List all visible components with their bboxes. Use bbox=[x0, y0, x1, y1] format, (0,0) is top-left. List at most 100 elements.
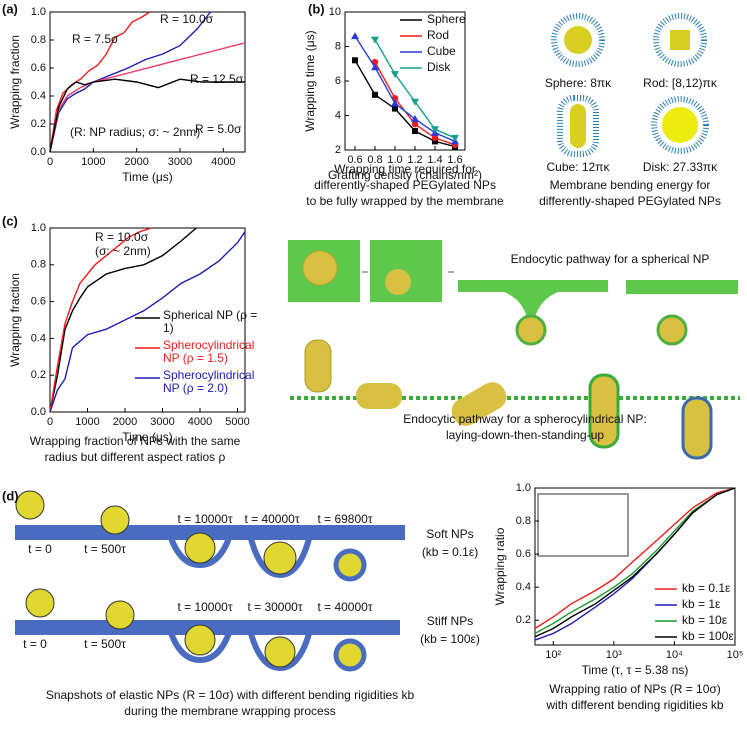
y-tick-label: 0.6 bbox=[516, 548, 531, 560]
y-tick-label: 0.4 bbox=[31, 90, 46, 102]
series-line bbox=[49, 42, 246, 153]
plot-frame bbox=[534, 487, 736, 646]
legend-label: Disk bbox=[427, 60, 451, 74]
marker bbox=[431, 126, 439, 134]
series-line bbox=[354, 59, 456, 148]
caption: Wrapping fraction of NPs with the same bbox=[30, 434, 241, 448]
y-tick-label: 0.2 bbox=[516, 614, 531, 626]
x-tick-label: 1.4 bbox=[427, 154, 442, 166]
image-title: Endocytic pathway for a spherocylindrica… bbox=[403, 412, 646, 426]
legend-label: kb = 1ε bbox=[682, 597, 721, 611]
series-line bbox=[534, 487, 736, 630]
annotation: (σ: ~ 2nm) bbox=[95, 244, 151, 258]
caption: during the membrane wrapping process bbox=[124, 704, 335, 718]
marker bbox=[351, 32, 359, 40]
x-tick-label: 2000 bbox=[113, 416, 137, 428]
legend-label: Sphere bbox=[427, 12, 466, 26]
marker bbox=[352, 57, 358, 64]
legend-label: Cube bbox=[427, 44, 456, 58]
legend-entry: Spherocylindrical NP (ρ = 1.5) bbox=[163, 339, 255, 365]
caption: Membrane bending energy for bbox=[550, 178, 711, 192]
shape-images bbox=[551, 13, 709, 157]
legend-label: Spherocylindrical NP (ρ = 1.5) bbox=[163, 339, 255, 365]
x-tick-label: 1.0 bbox=[387, 154, 402, 166]
series-line bbox=[49, 227, 197, 413]
caption: Wrapping ratio of NPs (R = 10σ) bbox=[549, 682, 721, 696]
x-tick-label: 10⁵ bbox=[727, 649, 744, 661]
x-axis-label: Time (μs) bbox=[122, 430, 172, 444]
y-tick-label: 0.6 bbox=[31, 296, 46, 308]
series-line bbox=[49, 78, 245, 153]
image-title: laying-down-then-standing-up bbox=[446, 428, 604, 442]
legend-label: kb = 0.1ε bbox=[682, 581, 731, 595]
series-line bbox=[49, 231, 246, 413]
series-label: R = 7.5σ bbox=[72, 32, 119, 46]
x-tick-label: 10⁴ bbox=[666, 649, 683, 661]
time-label: t = 500τ bbox=[84, 637, 126, 651]
y-tick-label: 10 bbox=[329, 6, 341, 18]
panel-label: (a) bbox=[2, 1, 18, 16]
np-label: Soft NPs bbox=[426, 527, 473, 541]
shape-label: Rod: [8,12)πκ bbox=[643, 76, 718, 90]
endocytosis-images bbox=[288, 240, 740, 460]
legend-entry: Spherical NP (ρ = 1) bbox=[163, 309, 257, 335]
y-tick-label: 1.0 bbox=[31, 222, 46, 234]
series-label: R = 10.0σ bbox=[160, 12, 214, 26]
x-axis-label: Time (τ, τ = 5.38 ns) bbox=[582, 663, 689, 677]
marker bbox=[411, 120, 419, 128]
y-tick-label: 0.6 bbox=[31, 62, 46, 74]
caption: radius but different aspect ratios ρ bbox=[45, 450, 226, 464]
series-label: R = 12.5σ bbox=[190, 72, 244, 86]
time-label: t = 40000τ bbox=[244, 512, 299, 526]
legend-label: Spherocylindrical NP (ρ = 2.0) bbox=[163, 369, 255, 395]
time-label: t = 0 bbox=[23, 637, 47, 651]
series-line bbox=[49, 11, 211, 153]
x-tick-label: 1.6 bbox=[447, 154, 462, 166]
x-axis-label: Grafting density (chains/nm²) bbox=[328, 168, 482, 182]
shape-label: Disk: 27.33πκ bbox=[643, 160, 718, 174]
annotation: R = 10.0σ bbox=[95, 230, 149, 244]
x-tick-label: 1000 bbox=[81, 156, 105, 168]
y-tick-label: 0.4 bbox=[516, 581, 531, 593]
marker bbox=[451, 134, 459, 142]
marker bbox=[372, 91, 378, 98]
time-label: t = 69800τ bbox=[317, 512, 372, 526]
series-line bbox=[49, 227, 152, 413]
caption: with different bending rigidities kb bbox=[545, 698, 724, 712]
marker bbox=[411, 98, 419, 106]
caption: differently-shaped PEGylated NPs bbox=[314, 178, 496, 192]
x-tick-label: 4000 bbox=[188, 416, 212, 428]
x-axis-label: Time (μs) bbox=[122, 170, 172, 184]
y-tick-label: 6 bbox=[335, 75, 341, 87]
y-axis-label: Wrapping fraction bbox=[8, 35, 22, 129]
x-tick-label: 0.6 bbox=[347, 154, 362, 166]
x-tick-label: 0.8 bbox=[367, 154, 382, 166]
x-tick-label: 0 bbox=[47, 416, 53, 428]
series-line bbox=[534, 487, 736, 638]
y-tick-label: 0.0 bbox=[31, 146, 46, 158]
y-tick-label: 4 bbox=[335, 109, 341, 121]
y-tick-label: 0.0 bbox=[31, 406, 46, 418]
time-label: t = 10000τ bbox=[177, 600, 232, 614]
x-tick-label: 3000 bbox=[150, 416, 174, 428]
y-axis-label: Wrapping ratio bbox=[493, 527, 507, 605]
legend-entry: Spherocylindrical NP (ρ = 2.0) bbox=[163, 369, 255, 395]
time-label: t = 0 bbox=[28, 542, 52, 556]
x-tick-label: 3000 bbox=[168, 156, 192, 168]
y-tick-label: 8 bbox=[335, 40, 341, 52]
marker bbox=[412, 128, 418, 135]
y-tick-label: 0.8 bbox=[31, 34, 46, 46]
y-axis-label: Wrapping time (μs) bbox=[303, 30, 317, 131]
marker bbox=[431, 134, 439, 142]
x-tick-label: 2000 bbox=[124, 156, 148, 168]
np-label: (kb = 0.1ε) bbox=[422, 545, 478, 559]
x-tick-label: 0 bbox=[47, 156, 53, 168]
time-label: t = 40000τ bbox=[317, 600, 372, 614]
marker bbox=[432, 138, 438, 145]
caption: Wrapping time required for bbox=[334, 162, 476, 176]
time-label: t = 30000τ bbox=[247, 600, 302, 614]
elastic-np-images bbox=[15, 490, 629, 672]
marker bbox=[391, 71, 399, 79]
